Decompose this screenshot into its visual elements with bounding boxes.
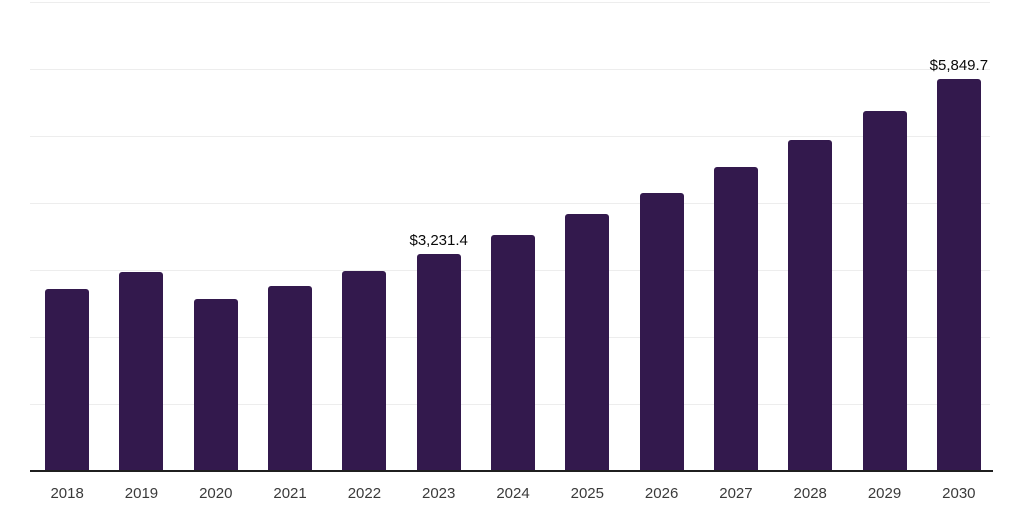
x-tick-label-2023: 2023 [422,485,456,502]
gridline [30,69,990,70]
bar-2025 [565,213,610,471]
gridline [30,136,990,137]
bar-2027 [713,167,758,471]
bar-2024 [491,235,535,471]
data-label-2030: $5,849.7 [929,57,989,75]
x-tick-label-2019: 2019 [124,485,159,502]
x-tick-label-2025: 2025 [570,485,604,502]
gridline [30,2,990,3]
x-tick-label-2026: 2026 [644,485,679,502]
bar-2026 [639,193,684,471]
x-tick-label-2022: 2022 [347,485,382,502]
x-tick-label-2027: 2027 [719,485,753,502]
x-tick-label-2024: 2024 [496,485,530,502]
x-tick-label-2021: 2021 [273,485,307,502]
bar-2021 [268,285,313,471]
bar-2028 [788,139,833,471]
x-tick-label-2018: 2018 [50,485,84,502]
bar-2030 [936,79,981,471]
x-tick-label-2028: 2028 [793,485,827,502]
bar-2029 [862,110,907,471]
bar-2018 [45,289,90,471]
x-tick-label-2030: 2030 [942,485,976,502]
bar-2019 [119,271,164,471]
bar-2023 [416,254,461,471]
bar-2020 [193,298,238,471]
bar-2022 [342,270,387,471]
x-axis-line [30,470,993,472]
x-tick-label-2020: 2020 [199,485,233,502]
gridline [30,203,990,204]
x-tick-label-2029: 2029 [867,485,902,502]
data-label-2023: $3,231.4 [409,232,468,250]
